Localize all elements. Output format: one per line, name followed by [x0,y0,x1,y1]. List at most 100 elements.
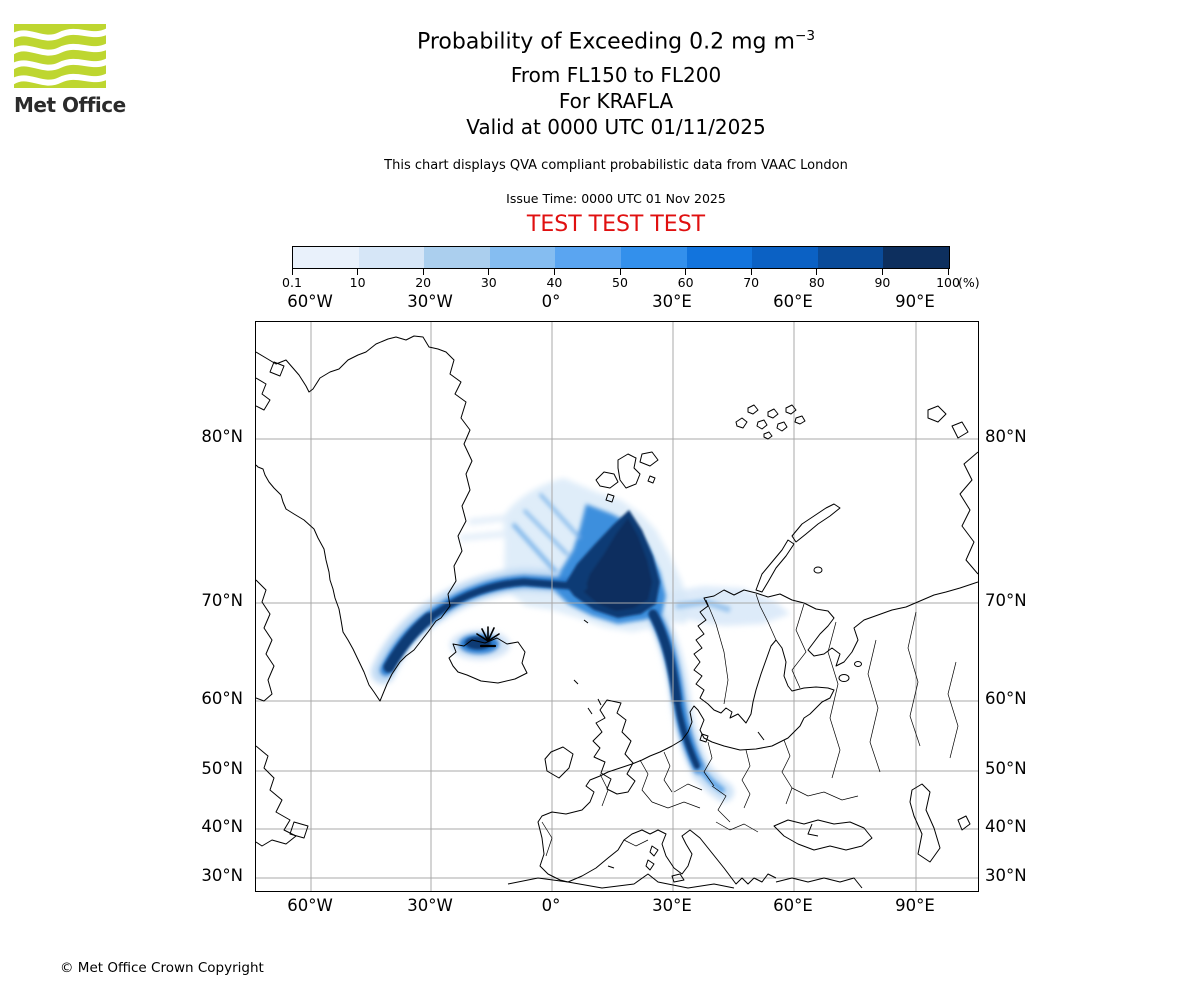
coast-sicily [671,873,685,883]
issue-time: Issue Time: 0000 UTC 01 Nov 2025 [506,191,726,206]
coast-franz-josef [735,417,748,429]
colorbar-tick [488,269,490,275]
coast-severnaya-zemlya [927,405,947,423]
met-office-logo: Met Office [10,24,134,117]
coast-canada-islet [269,361,285,377]
coastlines [255,335,979,889]
colorbar-label: 80 [808,275,825,290]
coast-franz-josef [794,415,806,425]
coast-shetland [597,698,602,706]
coast-faroe [573,679,579,685]
map-frame [255,321,979,892]
coast-svalbard [595,471,619,489]
lon-label-top: 60°E [773,292,813,311]
lat-label-right: 80°N [985,427,1027,446]
colorbar-tick [685,269,687,275]
chart-title: Probability of Exceeding 0.2 mg m−3 [32,28,1200,54]
colorbar-tick [357,269,359,275]
coast-denmark-isles [699,733,709,743]
coast-canada-arctic [255,377,271,411]
lat-label-left: 80°N [201,427,243,446]
colorbar-label: 0.1 [282,275,302,290]
coast-taymyr [959,451,979,575]
colorbar-tick [947,269,949,275]
colorbar-segment [883,247,949,268]
coast-europe-mainland [537,589,835,885]
coast-jan-mayen [583,619,589,624]
lat-label-left: 40°N [201,817,243,836]
flight-level-subtitle: From FL150 to FL200 [510,63,722,87]
colorbar-segment [817,247,884,268]
coast-caspian [909,783,941,863]
lon-label-top: 60°W [287,292,333,311]
lon-label-top: 0° [541,292,561,311]
coast-svalbard [617,453,641,489]
coast-newfoundland [289,821,309,839]
colorbar-label: 60 [677,275,694,290]
lake-onega [854,661,862,667]
coast-north-africa [507,873,735,889]
coast-novaya-zemlya-north [791,503,841,543]
colorbar-segment [686,247,753,268]
lon-label-bottom: 30°E [652,896,692,915]
lat-label-right: 60°N [985,689,1027,708]
map-canvas [255,322,979,891]
coast-franz-josef [747,404,759,415]
coast-barents [755,581,979,667]
coast-severnaya-zemlya [951,421,969,439]
coast-ireland [544,746,574,779]
coast-franz-josef [767,408,779,419]
volcano-subtitle: For KRAFLA [558,89,674,113]
colorbar-tick [619,269,621,275]
lat-label-right: 70°N [985,591,1027,610]
test-banner: TEST TEST TEST [526,212,706,237]
graticule [256,322,978,891]
colorbar-label: 10 [349,275,366,290]
chart-title-exponent: −3 [794,28,816,44]
coast-balearics [607,865,615,869]
lat-label-left: 60°N [201,689,243,708]
coast-black-sea [773,819,873,851]
met-office-logo-text: Met Office [14,93,126,117]
colorbar-unit-label: (%) [958,275,980,290]
lat-label-right: 50°N [985,759,1027,778]
qva-compliance-note: This chart displays QVA compliant probab… [384,158,848,173]
coast-aral [957,815,971,831]
colorbar-segment [293,247,359,268]
coast-franz-josef [756,419,768,430]
coast-novaya-zemlya-south [755,539,795,593]
coast-iceland [448,637,528,684]
colorbar-label: 70 [743,275,760,290]
colorbar-tick [816,269,818,275]
coast-sardinia [645,859,655,871]
coast-svalbard [639,451,659,467]
colorbar-segment [358,247,425,268]
lon-label-top: 30°E [652,292,692,311]
lon-label-bottom: 60°W [287,896,333,915]
coast-corsica [649,845,659,857]
lat-label-right: 40°N [985,817,1027,836]
lon-label-top: 90°E [895,292,935,311]
colorbar-label: 20 [415,275,432,290]
lat-label-left: 30°N [201,866,243,885]
lon-label-bottom: 90°E [895,896,935,915]
colorbar-segment [555,247,621,268]
colorbar-tick [553,269,555,275]
colorbar [292,246,950,269]
colorbar-segment [752,247,818,268]
coast-crimea [807,823,819,837]
coast-hebrides [587,707,593,715]
lat-label-left: 70°N [201,591,243,610]
lat-label-left: 50°N [201,759,243,778]
lon-label-top: 30°W [407,292,453,311]
colorbar-tick [881,269,883,275]
colorbar-label: 90 [874,275,891,290]
coast-franz-josef [776,421,788,432]
coast-franz-josef [785,404,797,415]
colorbar-label: 30 [480,275,497,290]
coast-greenland [255,335,473,702]
lat-label-right: 30°N [985,866,1027,885]
coast-gotland [757,731,765,741]
copyright-notice: © Met Office Crown Copyright [60,960,264,976]
